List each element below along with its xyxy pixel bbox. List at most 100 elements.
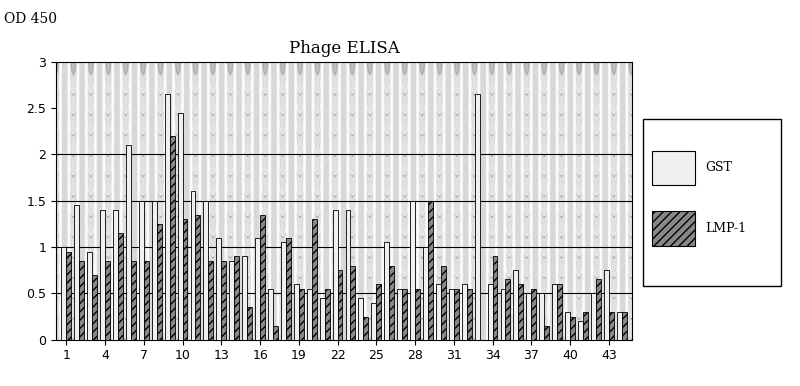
Circle shape xyxy=(278,260,288,338)
Circle shape xyxy=(70,34,76,75)
Bar xyxy=(286,238,290,340)
Circle shape xyxy=(158,197,163,238)
Circle shape xyxy=(486,138,498,215)
Circle shape xyxy=(260,138,270,215)
Circle shape xyxy=(50,56,62,134)
Circle shape xyxy=(210,136,216,177)
Circle shape xyxy=(365,240,375,317)
Circle shape xyxy=(53,34,59,75)
Circle shape xyxy=(382,15,393,93)
Circle shape xyxy=(402,299,407,340)
Circle shape xyxy=(227,156,233,197)
Circle shape xyxy=(245,115,250,156)
Circle shape xyxy=(594,258,599,299)
Circle shape xyxy=(434,15,445,93)
Circle shape xyxy=(437,115,442,156)
Circle shape xyxy=(86,36,96,113)
Circle shape xyxy=(227,75,233,115)
Circle shape xyxy=(50,280,62,358)
Circle shape xyxy=(489,75,494,115)
Circle shape xyxy=(506,238,512,279)
Circle shape xyxy=(330,219,340,297)
Circle shape xyxy=(556,15,567,93)
Circle shape xyxy=(626,199,637,277)
Circle shape xyxy=(278,117,288,195)
Bar xyxy=(591,293,596,340)
Circle shape xyxy=(225,158,236,236)
Circle shape xyxy=(207,138,218,215)
Circle shape xyxy=(471,34,478,75)
Circle shape xyxy=(451,76,462,154)
Circle shape xyxy=(207,260,218,338)
Circle shape xyxy=(626,15,637,93)
Circle shape xyxy=(350,319,355,360)
Circle shape xyxy=(542,319,547,360)
Circle shape xyxy=(242,117,254,195)
Circle shape xyxy=(454,115,460,156)
Circle shape xyxy=(225,117,236,195)
Circle shape xyxy=(86,97,96,175)
Circle shape xyxy=(402,197,407,238)
Circle shape xyxy=(312,36,323,113)
Circle shape xyxy=(522,76,532,154)
Circle shape xyxy=(419,34,425,75)
Circle shape xyxy=(103,97,114,175)
Circle shape xyxy=(504,15,514,93)
Circle shape xyxy=(609,199,619,277)
Circle shape xyxy=(522,199,532,277)
Circle shape xyxy=(522,97,532,175)
Circle shape xyxy=(451,280,462,358)
Circle shape xyxy=(367,75,373,115)
Circle shape xyxy=(489,54,494,95)
Circle shape xyxy=(106,115,111,156)
Circle shape xyxy=(158,136,163,177)
Circle shape xyxy=(262,258,268,299)
Circle shape xyxy=(574,15,585,93)
Circle shape xyxy=(591,117,602,195)
Circle shape xyxy=(330,138,340,215)
Circle shape xyxy=(524,279,530,319)
Circle shape xyxy=(591,280,602,358)
Circle shape xyxy=(542,95,547,136)
Circle shape xyxy=(646,238,652,279)
Circle shape xyxy=(609,178,619,256)
Circle shape xyxy=(504,178,514,256)
Circle shape xyxy=(574,260,585,338)
Circle shape xyxy=(469,280,480,358)
Circle shape xyxy=(280,299,286,340)
Circle shape xyxy=(504,56,514,134)
Circle shape xyxy=(312,158,323,236)
Circle shape xyxy=(120,178,131,256)
Circle shape xyxy=(591,158,602,236)
Circle shape xyxy=(262,75,268,115)
Circle shape xyxy=(350,156,355,197)
Bar xyxy=(428,201,433,340)
Circle shape xyxy=(53,54,59,95)
Circle shape xyxy=(70,75,76,115)
Circle shape xyxy=(298,319,303,360)
Circle shape xyxy=(314,319,320,360)
Circle shape xyxy=(576,54,582,95)
Circle shape xyxy=(70,177,76,217)
Bar xyxy=(488,284,493,340)
Circle shape xyxy=(242,301,254,379)
Circle shape xyxy=(437,197,442,238)
Circle shape xyxy=(347,76,358,154)
Circle shape xyxy=(576,217,582,258)
Circle shape xyxy=(556,219,567,297)
Circle shape xyxy=(454,95,460,136)
Bar xyxy=(113,210,118,340)
Circle shape xyxy=(591,97,602,175)
Circle shape xyxy=(262,197,268,238)
Circle shape xyxy=(367,258,373,299)
Circle shape xyxy=(486,240,498,317)
Circle shape xyxy=(611,177,617,217)
Circle shape xyxy=(50,199,62,277)
Circle shape xyxy=(260,56,270,134)
Circle shape xyxy=(155,117,166,195)
Circle shape xyxy=(106,136,111,177)
Circle shape xyxy=(542,177,547,217)
Circle shape xyxy=(629,217,634,258)
Circle shape xyxy=(245,217,250,258)
Circle shape xyxy=(294,199,306,277)
